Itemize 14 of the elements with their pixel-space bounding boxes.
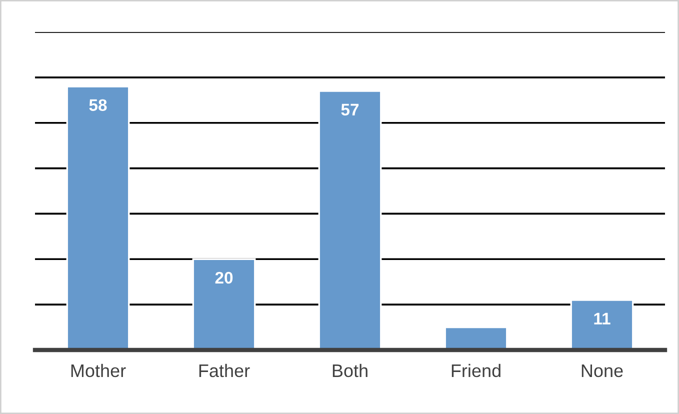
bar [66, 86, 130, 350]
data-label: 57 [341, 104, 359, 116]
bar [444, 326, 508, 350]
x-tick-label: Both [332, 364, 368, 378]
data-label: 11 [594, 312, 610, 324]
bar [192, 258, 256, 350]
x-tick-label: Father [199, 364, 250, 378]
data-label: 20 [215, 272, 233, 284]
bar [318, 90, 382, 350]
x-tick-label: None [582, 364, 623, 378]
bar [570, 299, 634, 350]
x-tick-label: Friend [452, 364, 500, 378]
x-tick-label: Mother [71, 364, 126, 378]
data-label: 58 [89, 99, 107, 111]
